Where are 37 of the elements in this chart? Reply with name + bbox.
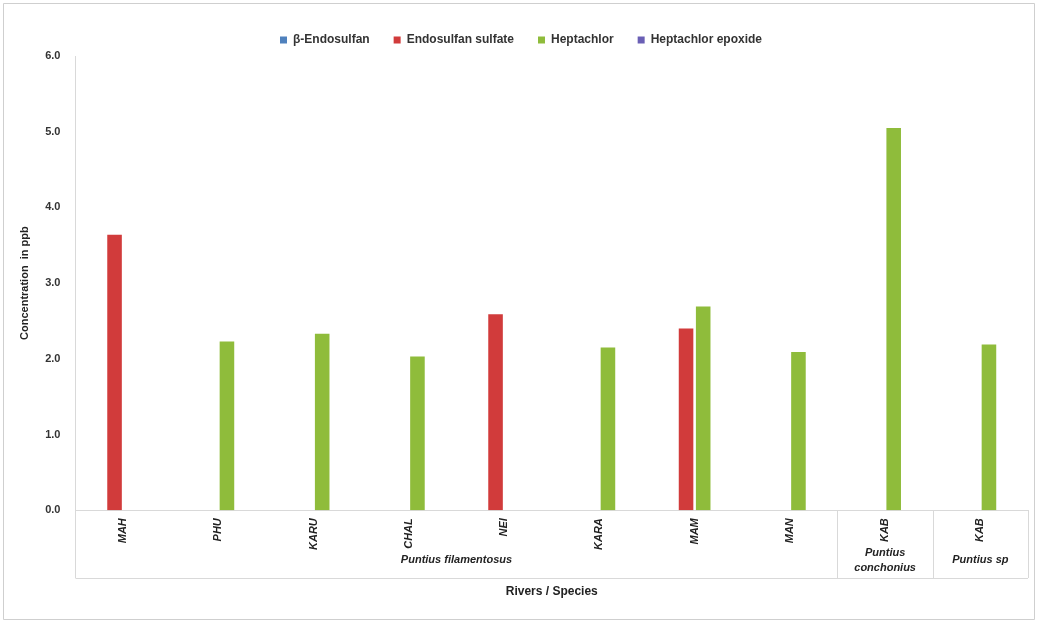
x-tick-label: MAH: [116, 517, 129, 544]
x-tick-label: KARA: [592, 518, 605, 551]
legend-label: Heptachlor: [550, 32, 614, 47]
bar: [678, 328, 694, 511]
x-tick-label: MAM: [687, 517, 700, 545]
bar: [695, 306, 711, 511]
x-tick-label: MAN: [782, 517, 795, 544]
bar: [410, 356, 425, 511]
bar: [314, 333, 330, 511]
bar: [791, 352, 806, 511]
legend-label: β-Endosulfan: [292, 32, 370, 47]
text: Puntius conchonius: [854, 546, 916, 574]
bar: [886, 127, 901, 511]
x-tick-label: CHAL: [401, 517, 414, 549]
bar: [107, 234, 122, 511]
bar: [600, 347, 616, 511]
x-tick-label: KAB: [878, 518, 891, 543]
x-tick-label: PHU: [211, 517, 224, 542]
legend-label: Heptachlor epoxide: [650, 32, 763, 47]
bar: [981, 344, 997, 511]
x-tick-label: KARU: [306, 517, 319, 551]
bar: [488, 314, 503, 511]
y-tick-label: 6.0: [45, 49, 61, 62]
legend-label: Endosulfan sulfate: [406, 32, 515, 47]
text: Puntius sp: [952, 553, 1009, 566]
y-tick-label: 0.0: [45, 503, 61, 516]
text: Puntius filamentosus: [400, 553, 513, 566]
y-tick-label: 5.0: [45, 124, 61, 137]
y-tick-label: 2.0: [45, 351, 61, 364]
bar: [219, 341, 235, 511]
y-tick-label: 4.0: [45, 200, 61, 213]
x-tick-label: NEI: [497, 517, 510, 537]
x-tick-label: KAB: [973, 518, 986, 543]
y-axis-title: Concentration in ppb: [17, 226, 30, 340]
y-tick-label: 3.0: [45, 276, 61, 289]
y-tick-label: 1.0: [45, 427, 61, 440]
x-axis-title: Rivers / Species: [505, 584, 599, 599]
